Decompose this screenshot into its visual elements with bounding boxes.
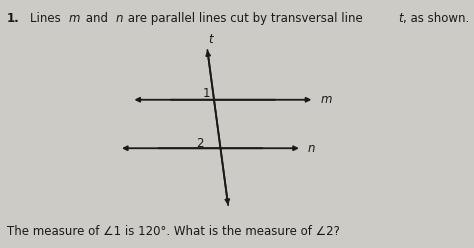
Text: n: n: [115, 12, 123, 26]
Text: m: m: [69, 12, 80, 26]
Text: The measure of ∠1 is 120°. What is the measure of ∠2?: The measure of ∠1 is 120°. What is the m…: [7, 225, 340, 238]
Text: and: and: [82, 12, 111, 26]
Text: t: t: [208, 33, 213, 46]
Text: n: n: [308, 142, 316, 155]
Text: 1: 1: [202, 87, 210, 100]
Text: , as shown.: , as shown.: [403, 12, 470, 26]
Text: t: t: [398, 12, 402, 26]
Text: are parallel lines cut by transversal line: are parallel lines cut by transversal li…: [124, 12, 366, 26]
Text: Lines: Lines: [30, 12, 64, 26]
Text: 2: 2: [196, 137, 204, 150]
Text: m: m: [320, 93, 332, 106]
Text: 1.: 1.: [7, 12, 20, 26]
